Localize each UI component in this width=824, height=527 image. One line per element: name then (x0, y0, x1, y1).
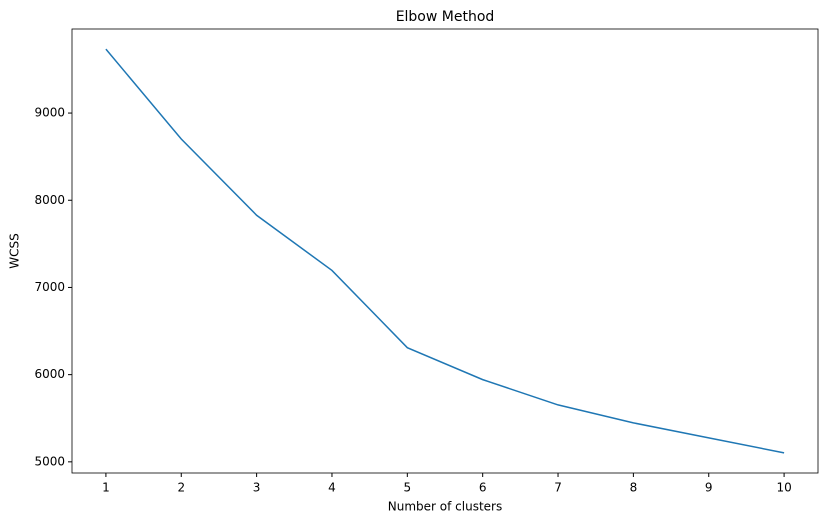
x-tick-label: 7 (554, 481, 562, 495)
y-tick-label: 6000 (34, 367, 65, 381)
x-tick-label: 1 (102, 481, 110, 495)
x-tick-label: 4 (328, 481, 336, 495)
y-tick-label: 8000 (34, 193, 65, 207)
y-axis-label: WCSS (8, 233, 22, 268)
x-tick-label: 3 (253, 481, 261, 495)
chart-title: Elbow Method (396, 9, 495, 25)
x-tick-label: 9 (705, 481, 713, 495)
x-tick-label: 10 (776, 481, 791, 495)
axes-frame (71, 28, 819, 474)
x-tick-label: 2 (177, 481, 185, 495)
x-axis-label: Number of clusters (388, 500, 502, 514)
x-tick-label: 6 (479, 481, 487, 495)
x-tick-label: 5 (404, 481, 412, 495)
x-tick-label: 8 (630, 481, 638, 495)
y-tick-label: 7000 (34, 280, 65, 294)
y-tick-label: 5000 (34, 454, 65, 468)
y-tick-label: 9000 (34, 106, 65, 120)
data-line (105, 48, 785, 454)
